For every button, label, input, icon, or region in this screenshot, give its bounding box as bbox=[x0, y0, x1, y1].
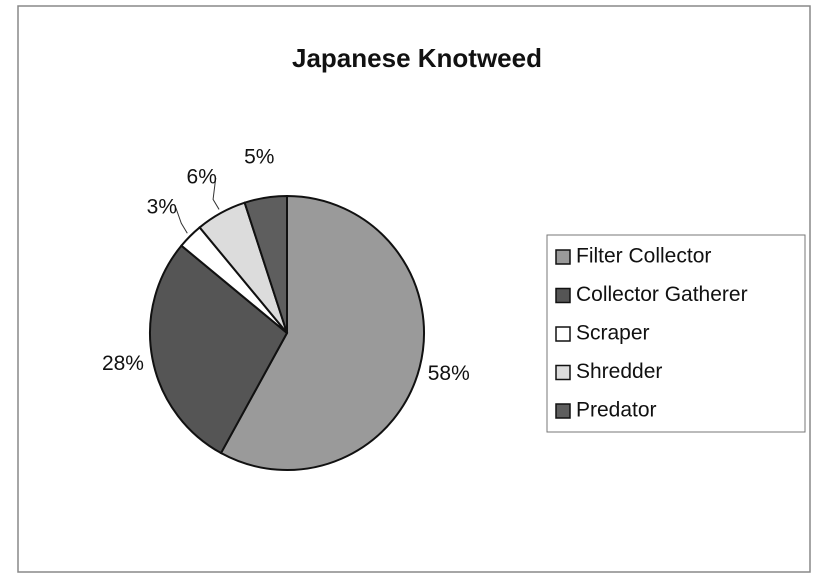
legend-swatch bbox=[555, 364, 571, 381]
leader-line bbox=[175, 207, 188, 234]
legend-label: Filter Collector bbox=[576, 245, 711, 268]
chart-title: Japanese Knotweed bbox=[292, 43, 542, 73]
legend-box bbox=[546, 234, 806, 433]
legend-swatch bbox=[555, 326, 571, 342]
legend-label: Scraper bbox=[576, 322, 650, 345]
data-label: 5% bbox=[244, 146, 274, 169]
data-label: 6% bbox=[187, 165, 217, 188]
pie-slice bbox=[149, 244, 289, 455]
data-label: 58% bbox=[428, 362, 470, 385]
legend-swatch bbox=[555, 403, 571, 419]
legend-swatch bbox=[555, 249, 571, 265]
legend-label: Predator bbox=[576, 399, 657, 422]
legend-label: Collector Gatherer bbox=[576, 283, 748, 306]
leader-line bbox=[212, 177, 220, 210]
pie-slice bbox=[243, 194, 288, 334]
data-label: 28% bbox=[102, 352, 144, 375]
legend-swatch bbox=[555, 287, 571, 304]
data-label: 3% bbox=[147, 195, 177, 218]
pie-slice bbox=[219, 194, 425, 471]
legend-label: Shredder bbox=[576, 360, 662, 383]
